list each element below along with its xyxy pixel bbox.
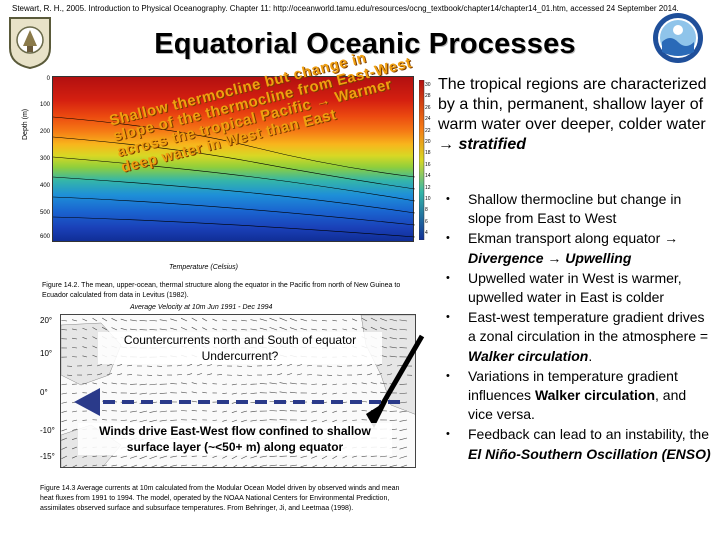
page-title: Equatorial Oceanic Processes xyxy=(154,28,576,60)
list-item: • Feedback can lead to an instability, th… xyxy=(446,426,711,462)
temperature-section-plot xyxy=(52,76,415,242)
temperature-axis-label: Temperature (Celsius) xyxy=(169,264,238,271)
thermal-structure-figure: 0 100 200 300 400 500 600 Depth (m) xyxy=(22,76,431,276)
latitude-label: 10° xyxy=(40,349,53,358)
noaa-style-seal-logo xyxy=(652,12,704,64)
depth-tick: 400 xyxy=(39,183,50,189)
depth-axis-label: Depth (m) xyxy=(22,108,29,140)
depth-tick: 200 xyxy=(39,129,50,135)
latitude-label: 0° xyxy=(40,388,48,397)
diagonal-arrow xyxy=(375,334,425,414)
wind-flow-note: Winds drive East-West flow confined to s… xyxy=(78,423,392,455)
intro-paragraph: The tropical regions are characterized b… xyxy=(438,76,707,153)
depth-tick: 0 xyxy=(46,76,50,82)
figure-caption: Figure 14.3 Average currents at 10m calc… xyxy=(40,485,400,512)
list-item: • Variations in temperature gradient infl… xyxy=(446,367,687,423)
list-item: • Ekman transport along equator → Diverge… xyxy=(446,230,679,266)
list-item: • East-west temperature gradient drives a… xyxy=(446,308,709,364)
depth-tick: 500 xyxy=(39,210,50,216)
bullet-list: • Shallow thermocline but change in slope… xyxy=(446,190,712,465)
university-seal-logo xyxy=(6,14,54,70)
depth-tick: 300 xyxy=(39,156,50,162)
figure-title: Average Velocity at 10m Jun 1991 - Dec 1… xyxy=(130,304,273,311)
figure-caption: Figure 14.2. The mean, upper-ocean, ther… xyxy=(42,282,401,299)
latitude-label: -15° xyxy=(40,452,55,461)
citation: Stewart, R. H., 2005. Introduction to Ph… xyxy=(12,4,679,13)
latitude-label: -10° xyxy=(40,426,55,435)
countercurrent-note: Countercurrents north and South of equat… xyxy=(98,332,382,364)
depth-axis: 0 100 200 300 400 500 600 xyxy=(24,76,52,242)
depth-tick: 600 xyxy=(39,234,50,240)
latitude-label: 20° xyxy=(40,316,53,325)
depth-tick: 100 xyxy=(39,102,50,108)
flow-arrows xyxy=(74,334,425,428)
list-item: • Shallow thermocline but change in slope… xyxy=(446,191,682,227)
list-item: • Upwelled water in West is warmer, upwel… xyxy=(446,269,682,306)
